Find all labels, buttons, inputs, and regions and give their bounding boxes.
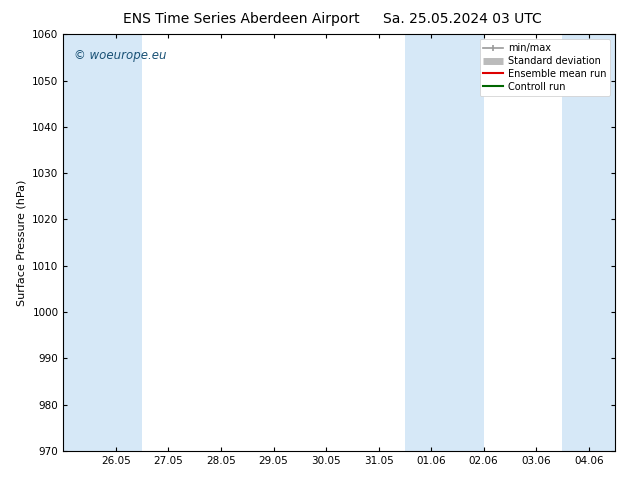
Y-axis label: Surface Pressure (hPa): Surface Pressure (hPa) xyxy=(16,179,27,306)
Bar xyxy=(457,34,484,451)
Text: © woeurope.eu: © woeurope.eu xyxy=(74,49,167,62)
Legend: min/max, Standard deviation, Ensemble mean run, Controll run: min/max, Standard deviation, Ensemble me… xyxy=(479,39,610,96)
Bar xyxy=(63,34,89,451)
Bar xyxy=(562,34,615,451)
Bar xyxy=(405,34,457,451)
Bar xyxy=(89,34,142,451)
Text: ENS Time Series Aberdeen Airport: ENS Time Series Aberdeen Airport xyxy=(122,12,359,26)
Text: Sa. 25.05.2024 03 UTC: Sa. 25.05.2024 03 UTC xyxy=(384,12,542,26)
